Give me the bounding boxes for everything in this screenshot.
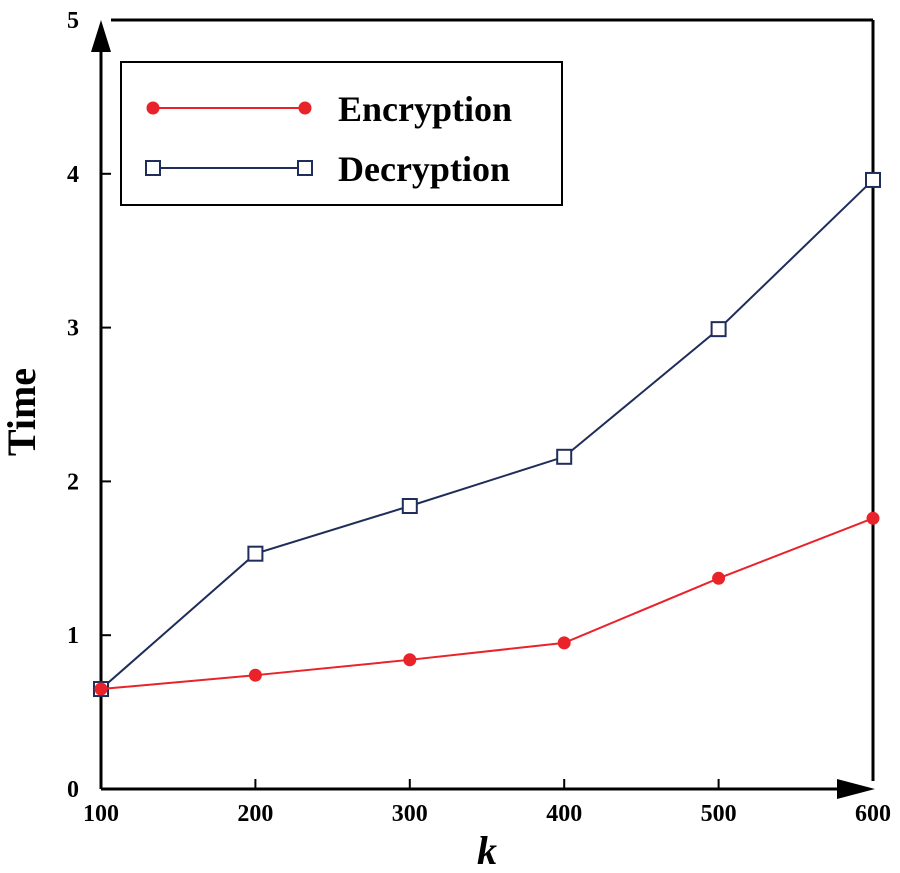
data-point — [94, 682, 108, 696]
x-axis-title: k — [477, 828, 497, 873]
series-decryption — [93, 171, 881, 698]
data-point — [712, 571, 726, 585]
x-tick-label: 400 — [546, 801, 582, 827]
legend-label: Encryption — [338, 89, 512, 129]
y-tick-label: 2 — [67, 469, 79, 495]
x-tick-label: 200 — [237, 801, 273, 827]
legend-marker — [146, 101, 160, 115]
legend-item-encryption: Encryption — [146, 89, 512, 129]
y-tick-label: 4 — [67, 162, 79, 188]
data-point — [248, 668, 262, 682]
data-point — [403, 653, 417, 667]
data-point — [247, 545, 264, 562]
legend: Encryption Decryption — [120, 61, 563, 206]
x-tick-label: 100 — [83, 801, 119, 827]
x-tick-label: 300 — [392, 801, 428, 827]
data-point — [865, 171, 881, 188]
legend-marker — [298, 101, 312, 115]
x-tick-label: 600 — [855, 801, 891, 827]
y-tick-label: 5 — [67, 8, 79, 34]
x-tick-label: 500 — [701, 801, 737, 827]
data-point — [557, 636, 571, 650]
y-tick-label: 3 — [67, 316, 79, 342]
y-axis-title: Time — [0, 368, 44, 456]
legend-marker — [297, 160, 313, 176]
series-layer — [93, 171, 881, 698]
y-axis-arrow — [91, 20, 111, 52]
plot-frame — [91, 18, 875, 799]
y-tick-label: 0 — [67, 777, 79, 803]
ticks-layer: 0 1 2 3 4 5 100 200 300 400 500 600 — [67, 8, 891, 827]
series-line — [100, 517, 874, 691]
x-axis-arrow — [837, 779, 875, 799]
data-point — [710, 321, 727, 338]
data-point — [401, 498, 418, 515]
series-line — [100, 179, 874, 690]
legend-item-decryption: Decryption — [145, 149, 510, 189]
y-tick-label: 1 — [67, 623, 79, 649]
data-point — [556, 448, 573, 465]
legend-box — [120, 61, 563, 206]
data-point — [866, 511, 880, 525]
series-encryption — [94, 511, 880, 696]
legend-label: Decryption — [338, 149, 510, 189]
legend-marker — [145, 160, 161, 176]
